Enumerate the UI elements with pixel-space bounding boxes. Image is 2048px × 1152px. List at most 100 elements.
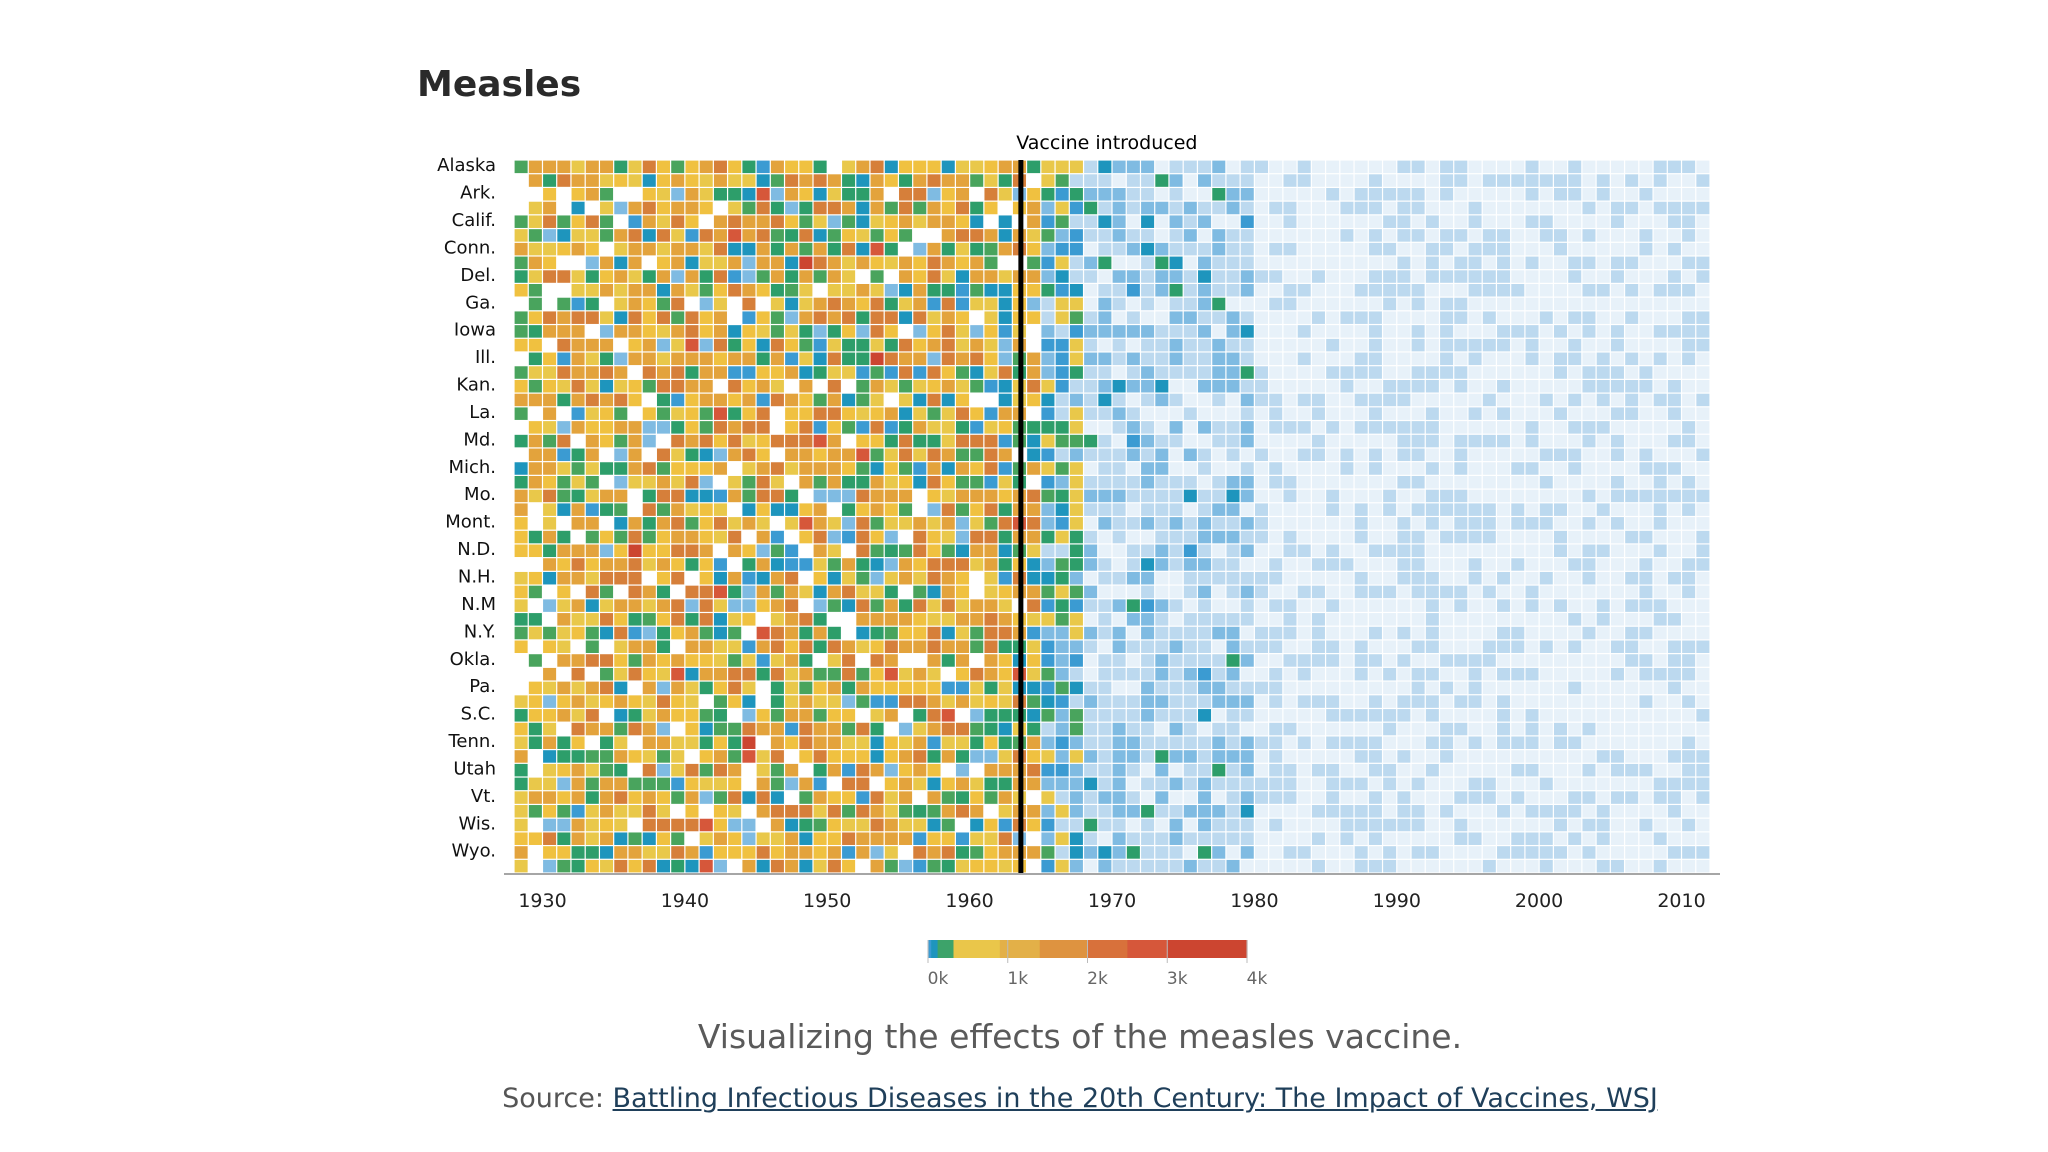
heatmap-cell <box>856 722 870 736</box>
heatmap-cell <box>1126 805 1140 818</box>
heatmap-cell <box>671 859 685 873</box>
heatmap-cell <box>984 626 998 640</box>
heatmap-cell <box>842 722 856 736</box>
heatmap-cell <box>1254 256 1269 270</box>
heatmap-cell <box>1283 188 1297 201</box>
heatmap-cell <box>1639 613 1653 626</box>
heatmap-cell <box>870 695 884 708</box>
heatmap-cell <box>884 434 898 448</box>
heatmap-cell <box>1340 681 1354 695</box>
heatmap-cell <box>1340 215 1354 228</box>
heatmap-cell <box>1198 242 1212 256</box>
heatmap-cell <box>585 475 599 489</box>
heatmap-cell <box>884 475 898 489</box>
heatmap-cell <box>614 229 628 242</box>
heatmap-cell <box>1639 530 1653 544</box>
heatmap-cell <box>756 434 770 448</box>
heatmap-cell <box>585 722 599 736</box>
heatmap-cell <box>927 174 941 187</box>
heatmap-cell <box>1497 229 1511 242</box>
heatmap-cell <box>1126 160 1140 174</box>
heatmap-cell <box>1639 338 1653 352</box>
heatmap-cell <box>528 722 542 736</box>
heatmap-cell <box>685 667 699 681</box>
heatmap-cell <box>1525 750 1539 763</box>
heatmap-cell <box>1212 421 1226 434</box>
heatmap-cell <box>998 421 1012 434</box>
heatmap-cell <box>1610 763 1624 777</box>
heatmap-cell <box>585 763 599 777</box>
heatmap-cell <box>1582 297 1596 311</box>
heatmap-cell <box>899 201 913 215</box>
heatmap-cell <box>1383 544 1397 558</box>
heatmap-cell <box>770 393 784 407</box>
heatmap-cell <box>1411 462 1425 475</box>
heatmap-cell <box>941 846 955 859</box>
heatmap-cell <box>1055 201 1069 215</box>
heatmap-cell <box>1098 188 1112 201</box>
heatmap-cell <box>1254 215 1269 228</box>
heatmap-cell <box>514 571 528 585</box>
heatmap-cell <box>656 462 671 475</box>
heatmap-cell <box>1326 462 1340 475</box>
heatmap-cell <box>713 805 727 818</box>
heatmap-cell <box>1368 393 1382 407</box>
heatmap-cell <box>656 311 671 324</box>
heatmap-cell <box>585 338 599 352</box>
heatmap-cell <box>728 681 742 695</box>
heatmap-cell <box>1682 681 1696 695</box>
heatmap-cell <box>1539 489 1553 503</box>
heatmap-cell <box>1183 832 1197 845</box>
heatmap-cell <box>1069 599 1083 612</box>
heatmap-cell <box>1525 805 1539 818</box>
heatmap-cell <box>870 338 884 352</box>
heatmap-cell <box>1639 229 1653 242</box>
heatmap-cell <box>756 242 770 256</box>
heatmap-cell <box>1440 421 1454 434</box>
heatmap-cell <box>642 709 656 722</box>
heatmap-cell <box>955 448 970 462</box>
source-link[interactable]: Battling Infectious Diseases in the 20th… <box>612 1083 1658 1114</box>
heatmap-cell <box>1539 188 1553 201</box>
heatmap-cell <box>1226 393 1240 407</box>
heatmap-cell <box>1696 256 1710 270</box>
heatmap-cell <box>970 160 984 174</box>
heatmap-cell <box>1383 818 1397 832</box>
heatmap-cell <box>528 571 542 585</box>
heatmap-cell <box>955 489 970 503</box>
heatmap-cell <box>785 325 799 338</box>
heatmap-cell <box>899 311 913 324</box>
heatmap-cell <box>1297 215 1311 228</box>
heatmap-cell <box>1682 722 1696 736</box>
heatmap-cell <box>1568 558 1582 571</box>
heatmap-cell <box>1055 530 1069 544</box>
heatmap-cell <box>1155 475 1169 489</box>
heatmap-cell <box>1169 832 1183 845</box>
heatmap-cell <box>1084 530 1098 544</box>
heatmap-cell <box>970 818 984 832</box>
heatmap-cell <box>1141 695 1155 708</box>
heatmap-cell <box>628 544 642 558</box>
heatmap-cell <box>1525 325 1539 338</box>
heatmap-cell <box>1226 215 1240 228</box>
heatmap-cell <box>528 681 542 695</box>
heatmap-cell <box>1141 750 1155 763</box>
heatmap-cell <box>927 284 941 297</box>
heatmap-cell <box>600 709 614 722</box>
heatmap-cell <box>1141 462 1155 475</box>
heatmap-cell <box>1539 818 1553 832</box>
heatmap-cell <box>1240 174 1254 187</box>
heatmap-cell <box>671 640 685 654</box>
heatmap-cell <box>656 791 671 804</box>
heatmap-cell <box>1511 270 1525 283</box>
heatmap-cell <box>856 640 870 654</box>
heatmap-cell <box>1055 393 1069 407</box>
heatmap-cell <box>941 325 955 338</box>
heatmap-cell <box>1625 613 1639 626</box>
heatmap-cell <box>1297 311 1311 324</box>
heatmap-cell <box>1596 763 1610 777</box>
heatmap-cell <box>1511 407 1525 420</box>
heatmap-cell <box>1155 352 1169 366</box>
heatmap-cell <box>1126 517 1140 530</box>
heatmap-cell <box>1155 818 1169 832</box>
